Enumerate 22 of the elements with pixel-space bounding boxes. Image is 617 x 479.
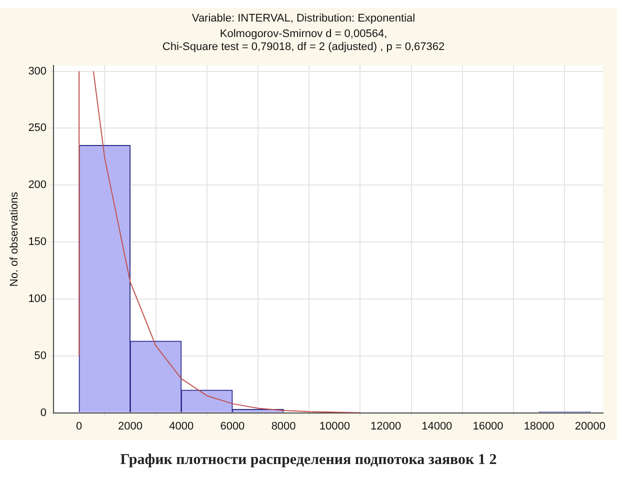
y-axis-title: No. of observations [8, 191, 21, 287]
y-tick-label: 100 [28, 292, 47, 305]
y-tick-label: 200 [28, 179, 47, 192]
x-tick-label: 0 [76, 420, 82, 432]
x-tick-label: 2000 [118, 420, 142, 432]
x-tick-label: 18000 [524, 420, 554, 432]
x-tick-label: 8000 [271, 420, 296, 432]
y-tick-label: 150 [28, 236, 47, 248]
x-tick-label: 20000 [574, 420, 606, 432]
y-tick-label: 300 [28, 65, 47, 78]
chart-title: Variable: INTERVAL, Distribution: Exponential [192, 12, 416, 25]
y-tick-label: 250 [28, 122, 47, 134]
x-tick-label: 10000 [319, 420, 350, 432]
x-tick-label: 16000 [472, 420, 504, 432]
text: График плотности распределения подпотока заявок 1 2 [119, 452, 498, 469]
y-tick-label: 50 [34, 350, 47, 362]
x-tick-label: 12000 [370, 420, 402, 432]
y-tick-label: 0 [40, 406, 47, 419]
x-tick-label: 6000 [220, 420, 245, 432]
chart-subtitle: Kolmogorov-Smirnov d = 0,00564, Chi-Square test = 0,79018, df = 2 (adjusted) , p = 0,67362 [162, 28, 445, 54]
x-tick-label: 4000 [169, 420, 194, 432]
x-tick-label: 14000 [422, 420, 452, 432]
